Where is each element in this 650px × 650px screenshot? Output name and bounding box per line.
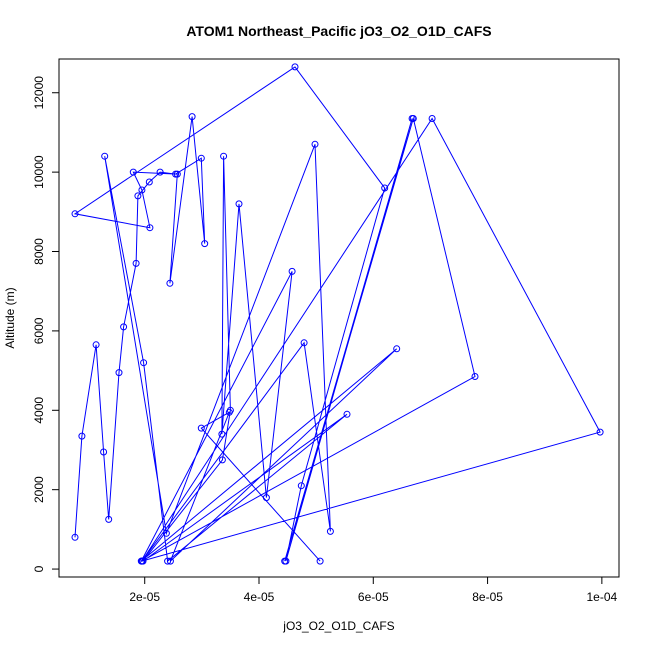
data-point <box>132 259 140 267</box>
data-point <box>291 63 299 71</box>
data-point <box>156 168 164 176</box>
data-point <box>115 369 123 377</box>
data-point <box>428 115 436 122</box>
data-point <box>100 448 108 456</box>
data-point <box>71 533 79 541</box>
plot-frame <box>58 58 620 578</box>
data-point <box>471 373 479 380</box>
data-point <box>197 154 205 162</box>
data-point <box>129 168 137 176</box>
data-point <box>297 482 305 490</box>
data-point <box>146 224 154 232</box>
data-point <box>71 210 79 218</box>
data-point <box>218 456 226 464</box>
data-point <box>220 152 228 160</box>
data-point <box>311 140 319 148</box>
y-axis: 0 2000 4000 6000 8000 10000 12000 <box>32 76 60 572</box>
x-tick-label: 2e-05 <box>129 590 160 604</box>
y-tick-label: 10000 <box>32 155 46 189</box>
data-point <box>288 267 296 275</box>
data-point <box>225 408 233 416</box>
data-point <box>188 113 196 121</box>
y-tick-label: 0 <box>32 565 46 572</box>
data-point <box>145 178 153 186</box>
x-axis: 2e-05 4e-05 6e-05 8e-05 1e-04 <box>129 576 618 604</box>
data-point <box>140 359 148 367</box>
x-tick-label: 4e-05 <box>244 590 275 604</box>
data-point <box>316 557 324 565</box>
x-axis-label: jO3_O2_O1D_CAFS <box>282 619 394 633</box>
data-point <box>281 557 289 565</box>
data-point <box>101 152 109 160</box>
data-point <box>105 515 113 523</box>
data-point <box>92 341 100 349</box>
y-tick-label: 8000 <box>32 238 46 265</box>
chart-title: ATOM1 Northeast_Pacific jO3_O2_O1D_CAFS <box>186 23 491 39</box>
x-tick-label: 8e-05 <box>472 590 503 604</box>
y-tick-label: 2000 <box>32 476 46 503</box>
data-point <box>343 410 351 418</box>
data-point <box>235 200 243 208</box>
data-point <box>120 323 128 331</box>
data-point <box>326 527 334 535</box>
y-tick-label: 4000 <box>32 397 46 424</box>
series-layer <box>71 63 604 565</box>
y-axis-label: Altitude (m) <box>3 287 17 348</box>
data-point <box>197 424 205 432</box>
y-tick-label: 12000 <box>32 76 46 110</box>
data-point <box>596 428 604 436</box>
x-tick-label: 6e-05 <box>358 590 389 604</box>
data-point <box>138 186 146 194</box>
data-point <box>218 430 226 438</box>
data-point <box>137 557 145 565</box>
data-point <box>381 184 389 192</box>
data-point <box>166 557 174 565</box>
data-point <box>164 557 172 565</box>
series-line <box>73 66 601 563</box>
y-tick-label: 6000 <box>32 317 46 344</box>
data-point <box>166 279 174 287</box>
data-point <box>300 339 308 347</box>
data-point <box>134 192 142 200</box>
data-point <box>173 170 181 178</box>
data-point <box>262 494 270 502</box>
x-tick-label: 1e-04 <box>587 590 618 604</box>
data-point <box>409 115 417 122</box>
data-point <box>201 240 209 248</box>
data-point <box>78 432 86 440</box>
data-point <box>393 345 401 353</box>
plot-area <box>58 58 620 578</box>
data-point <box>162 529 170 537</box>
